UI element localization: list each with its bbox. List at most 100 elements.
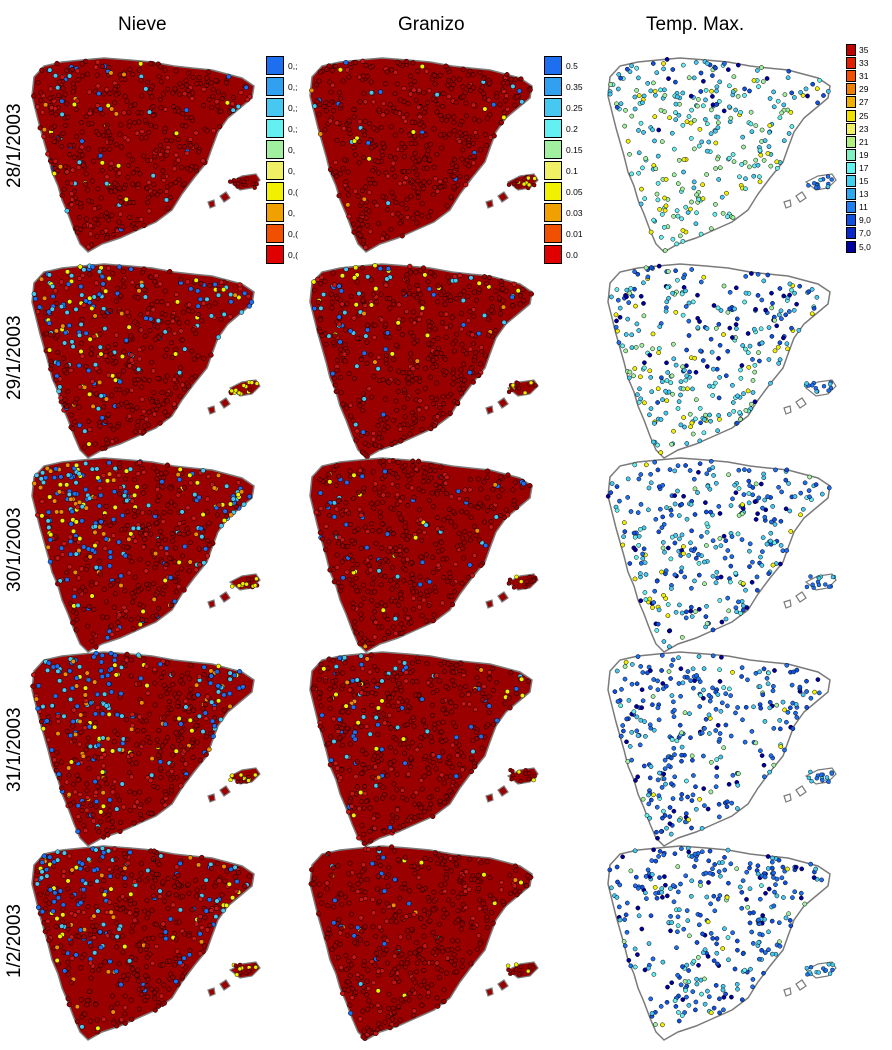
station-dot	[430, 555, 435, 560]
station-dot	[353, 737, 358, 742]
station-dot	[90, 467, 95, 472]
station-dot	[394, 737, 399, 742]
station-dot	[776, 345, 780, 349]
station-dot	[67, 152, 72, 157]
station-dot	[361, 708, 366, 713]
station-dot	[471, 341, 476, 346]
station-dot	[47, 348, 52, 353]
station-dot	[684, 463, 688, 467]
station-dot	[760, 128, 764, 132]
station-dot	[215, 99, 220, 104]
station-dot	[354, 438, 359, 443]
station-dot	[477, 119, 482, 124]
station-dot	[402, 626, 407, 631]
station-dot	[416, 69, 421, 74]
station-dot	[215, 513, 220, 518]
station-dot	[444, 794, 449, 799]
station-dot	[713, 129, 717, 133]
station-dot	[661, 540, 665, 544]
station-dot	[152, 155, 157, 160]
station-dot	[418, 399, 423, 404]
station-dot	[314, 510, 319, 515]
station-dot	[411, 60, 416, 65]
station-dot	[649, 265, 653, 269]
station-dot	[633, 535, 637, 539]
station-dot	[158, 143, 163, 148]
station-dot	[378, 418, 383, 423]
station-dot	[72, 102, 77, 107]
station-dot	[456, 379, 461, 384]
station-dot	[411, 464, 416, 469]
station-dot	[351, 222, 356, 227]
station-dot	[414, 376, 419, 381]
station-dot	[639, 502, 643, 506]
station-dot	[154, 593, 159, 598]
station-dot	[328, 706, 333, 711]
station-dot	[108, 583, 113, 588]
station-dot	[44, 331, 49, 336]
station-dot	[673, 541, 677, 545]
station-dot	[405, 396, 410, 401]
station-dot	[151, 307, 156, 312]
map-panel	[22, 646, 272, 856]
station-dot	[633, 95, 637, 99]
station-dot	[140, 397, 145, 402]
station-dot	[435, 515, 440, 520]
station-dot	[79, 121, 84, 126]
station-dot	[83, 589, 88, 594]
station-dot	[362, 486, 367, 491]
station-dot	[653, 115, 657, 119]
station-dot	[344, 501, 349, 506]
station-dot	[395, 725, 400, 730]
station-dot	[83, 59, 88, 64]
station-dot	[348, 688, 353, 693]
station-dot	[460, 546, 465, 551]
station-dot	[142, 377, 147, 382]
station-dot	[228, 180, 232, 184]
station-dot	[92, 295, 97, 300]
station-dot	[756, 512, 760, 516]
station-dot	[144, 417, 149, 422]
station-dot	[234, 388, 238, 392]
station-dot	[113, 87, 118, 92]
station-dot	[423, 471, 428, 476]
station-dot	[166, 320, 171, 325]
station-dot	[231, 108, 236, 113]
station-dot	[139, 217, 144, 222]
station-dot	[230, 584, 234, 588]
station-dot	[718, 511, 722, 515]
station-dot	[355, 364, 360, 369]
station-dot	[163, 289, 168, 294]
station-dot	[732, 75, 736, 79]
station-dot	[98, 154, 103, 159]
station-dot	[750, 560, 754, 564]
station-dot	[62, 714, 67, 719]
station-dot	[361, 392, 366, 397]
station-dot	[253, 773, 257, 777]
station-dot	[309, 88, 314, 93]
station-dot	[48, 68, 53, 73]
station-dot	[335, 553, 340, 558]
station-dot	[374, 300, 379, 305]
station-dot	[406, 101, 411, 106]
station-dot	[225, 101, 230, 106]
station-dot	[740, 363, 744, 367]
station-dot	[690, 108, 694, 112]
station-dot	[344, 60, 349, 65]
station-dot	[87, 442, 92, 447]
station-dot	[464, 175, 469, 180]
station-dot	[454, 774, 459, 779]
station-dot	[751, 390, 755, 394]
station-dot	[374, 620, 379, 625]
station-dot	[399, 439, 404, 444]
station-dot	[212, 128, 217, 133]
station-dot	[173, 180, 178, 185]
station-dot	[132, 791, 137, 796]
station-dot	[126, 138, 131, 143]
station-dot	[787, 309, 791, 313]
station-dot	[391, 471, 396, 476]
station-dot	[53, 159, 58, 164]
station-dot	[214, 78, 219, 83]
station-dot	[390, 190, 395, 195]
station-dot	[769, 291, 773, 295]
